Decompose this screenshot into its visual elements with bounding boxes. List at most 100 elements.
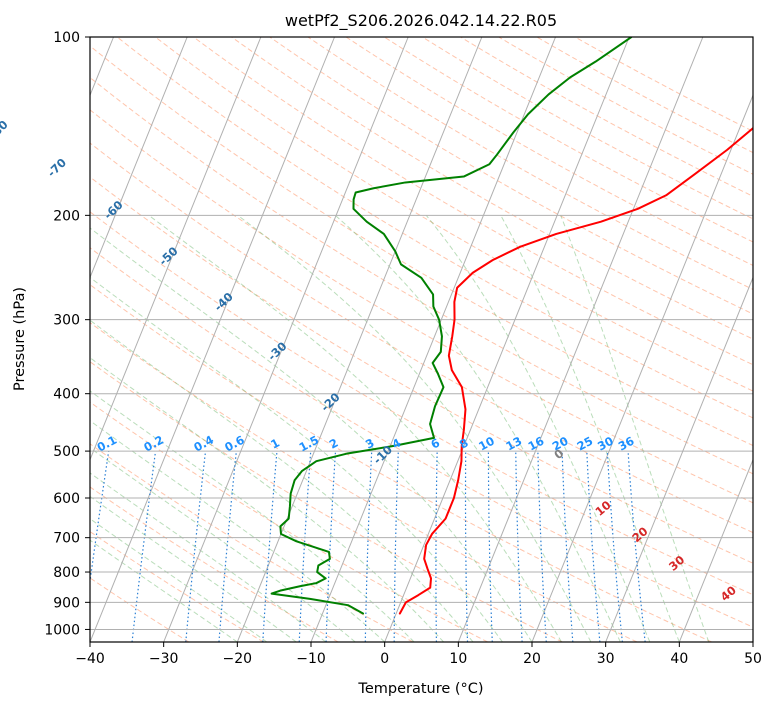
moist-adiabat [90,420,386,642]
dry-adiabat [90,486,339,642]
dry-adiabat [345,37,753,267]
isotherm-line [163,37,409,642]
moist-adiabat [90,357,444,642]
isotherm-label: -50 [156,244,181,269]
moist-adiabat [90,276,503,642]
moist-adiabat [90,447,356,642]
moist-adiabat [90,390,415,642]
mixing-ratio-line [262,451,278,642]
isotherm-line [605,276,753,642]
x-tick-label: 0 [380,651,389,667]
dry-adiabat [90,211,753,596]
dry-adiabat [193,37,753,366]
dry-adiabat [422,37,753,220]
isotherm-line [90,37,336,642]
moist-adiabat [90,319,474,642]
moist-adiabat [148,214,562,642]
x-tick-label: −10 [296,651,326,667]
isotherm-line [531,93,753,642]
isotherm-label: -40 [211,290,236,315]
dry-adiabat [116,37,753,419]
isotherm-line [384,37,630,642]
y-tick-label: 500 [53,444,80,460]
dry-adiabat-label: 20 [629,524,650,545]
mixing-ratio-label: 1 [268,436,282,452]
x-tick-label: −40 [75,651,105,667]
dry-adiabat [90,284,712,642]
isotherm-line [236,37,483,642]
moist-adiabat [90,539,238,642]
y-tick-label: 400 [53,387,80,403]
dewpoint-profile [270,37,633,615]
mixing-ratio-label: 8 [457,436,471,452]
dry-adiabat [231,37,753,340]
moist-adiabat [90,227,533,642]
y-tick-label: 700 [53,531,80,547]
dry-adiabat [90,247,753,628]
isotherm-line [90,37,262,462]
isotherm-line [678,458,753,642]
mixing-ratio-line [435,451,438,642]
dry-adiabat [154,37,753,392]
dry-adiabat [90,443,414,642]
y-tick-label: 300 [53,313,80,329]
mixing-ratio-line [464,451,469,642]
dry-adiabat [383,37,753,243]
mixing-ratio-line [325,451,337,642]
x-tick-label: 50 [744,651,762,667]
isotherm-label: -80 [0,117,11,142]
y-tick-label: 900 [53,595,80,611]
moist-adiabat [425,215,651,642]
x-tick-label: 10 [449,651,467,667]
mixing-ratio-label: 16 [526,434,547,454]
x-tick-label: 20 [523,651,541,667]
mixing-ratio-label: 30 [595,434,616,454]
x-axis-label: Temperature (°C) [357,681,483,697]
mixing-ratio-line [627,451,646,642]
plot-frame [89,36,754,643]
isotherm-label: -30 [265,339,290,364]
mixing-ratio-line [131,451,157,642]
temperature-profile [398,126,753,615]
mixing-ratio-line [364,451,373,642]
x-tick-label: 40 [670,651,688,667]
mixing-ratio-label: 13 [504,434,525,454]
dry-adiabat [498,37,753,175]
isotherm-label: -70 [44,155,69,180]
axes: −40 −30 −20 −10 0 10 20 30 40 50 1000 900 800 700 600 5… [44,30,762,667]
moist-adiabat [560,215,710,642]
mixing-ratio-line [561,451,574,642]
mixing-ratio-line [606,451,623,642]
profile-series [270,37,753,615]
dry-adiabat [90,176,753,564]
moist-adiabat [90,472,327,642]
moist-adiabat [237,214,592,642]
y-tick-label: 600 [53,491,80,507]
pressure-gridlines [90,37,753,630]
dry-adiabat [574,37,753,132]
dry-adiabat [90,531,264,642]
dry-adiabat [90,322,638,642]
dry-adiabat [90,76,753,475]
isotherm-line [457,37,704,642]
moist-adiabat [90,518,268,642]
y-axis-label: Pressure (hPa) [12,287,28,391]
y-tick-label: 100 [53,30,80,46]
mixing-ratio-line [218,451,237,642]
dry-adiabat [90,401,488,642]
moist-adiabat [90,495,297,642]
moist-adiabat [500,215,680,642]
mixing-ratio-line [90,451,110,586]
moist-adiabat [334,214,621,642]
y-tick-label: 1000 [44,622,80,638]
dry-adiabat [269,37,753,315]
x-tick-label: −30 [149,651,179,667]
dry-adiabat-label: 40 [718,583,739,604]
x-tick-label: −20 [223,651,253,667]
isotherm-line [310,37,557,642]
mixing-ratio-label: 20 [550,434,571,454]
mixing-ratio-line [487,451,493,642]
isotherm-line [90,37,188,279]
dry-adiabat [536,37,753,154]
mixing-ratio-line [185,451,207,642]
